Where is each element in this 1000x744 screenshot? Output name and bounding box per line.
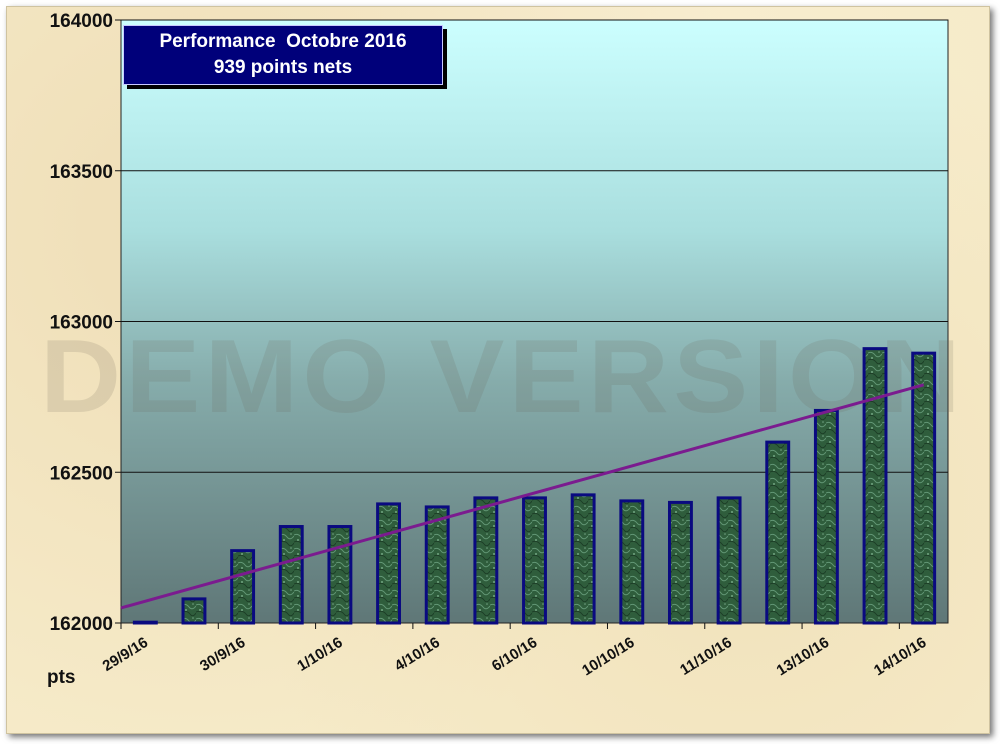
x-tick-label: 13/10/16 <box>774 634 833 679</box>
bar <box>813 408 839 625</box>
bar <box>862 347 888 625</box>
x-tick-label: 29/9/16 <box>100 634 151 675</box>
y-tick-label: 164000 <box>50 11 113 32</box>
bar <box>473 496 499 625</box>
bar <box>132 620 158 625</box>
bar <box>911 351 937 625</box>
bar <box>181 597 207 625</box>
y-axis: 162000 162500 163000 163500 164000 <box>50 11 121 635</box>
x-tick-label: 30/9/16 <box>197 634 248 675</box>
x-tick-label: 10/10/16 <box>579 634 638 679</box>
bar <box>570 493 596 625</box>
x-tick-label: 6/10/16 <box>489 634 540 675</box>
bar <box>327 525 353 625</box>
chart-subtitle: 939 points nets <box>213 57 353 78</box>
chart-title-box: Performance Octobre 2016 939 points nets <box>123 25 443 85</box>
bar <box>278 525 304 625</box>
x-tick-label: 4/10/16 <box>392 634 443 675</box>
y-tick-label: 162000 <box>50 614 113 635</box>
bar <box>765 440 791 625</box>
chart-title: Performance Octobre 2016 <box>159 31 407 52</box>
bar <box>716 496 742 625</box>
x-axis: 29/9/16 30/9/16 1/10/16 4/10/16 6/10/16 10/10… <box>100 623 930 679</box>
x-tick-label: 14/10/16 <box>871 634 930 679</box>
x-tick-label: 1/10/16 <box>294 634 345 675</box>
x-tick-label: 11/10/16 <box>677 634 735 679</box>
bar <box>376 502 402 625</box>
bar <box>619 499 645 625</box>
bar <box>667 500 693 625</box>
y-tick-label: 162500 <box>50 463 113 484</box>
bar <box>522 496 547 625</box>
y-tick-label: 163000 <box>50 313 113 334</box>
trend-line <box>120 383 925 610</box>
bar <box>230 549 256 625</box>
y-axis-unit-label: pts <box>47 667 76 688</box>
bars <box>132 347 937 625</box>
bar <box>424 505 450 625</box>
grid-lines <box>121 19 948 473</box>
y-tick-label: 163500 <box>50 162 113 183</box>
